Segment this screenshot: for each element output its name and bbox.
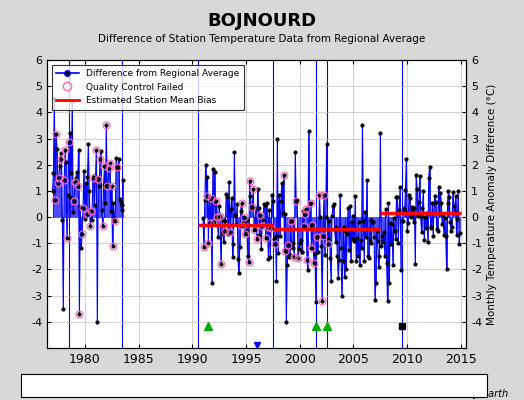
Text: Station Move: Station Move bbox=[45, 383, 101, 392]
Text: Time of Obs. Change: Time of Obs. Change bbox=[249, 383, 339, 392]
Text: Difference of Station Temperature Data from Regional Average: Difference of Station Temperature Data f… bbox=[99, 34, 425, 44]
Legend: Difference from Regional Average, Quality Control Failed, Estimated Station Mean: Difference from Regional Average, Qualit… bbox=[52, 64, 244, 110]
Text: ▲: ▲ bbox=[129, 382, 138, 392]
Text: ■: ■ bbox=[365, 382, 374, 392]
Text: Berkeley Earth: Berkeley Earth bbox=[436, 389, 508, 399]
Text: Empirical Break: Empirical Break bbox=[378, 383, 446, 392]
Y-axis label: Monthly Temperature Anomaly Difference (°C): Monthly Temperature Anomaly Difference (… bbox=[486, 83, 497, 325]
Text: Record Gap: Record Gap bbox=[144, 383, 194, 392]
Text: ▼: ▼ bbox=[234, 382, 243, 392]
Text: BOJNOURD: BOJNOURD bbox=[208, 12, 316, 30]
Text: ◆: ◆ bbox=[29, 381, 39, 394]
